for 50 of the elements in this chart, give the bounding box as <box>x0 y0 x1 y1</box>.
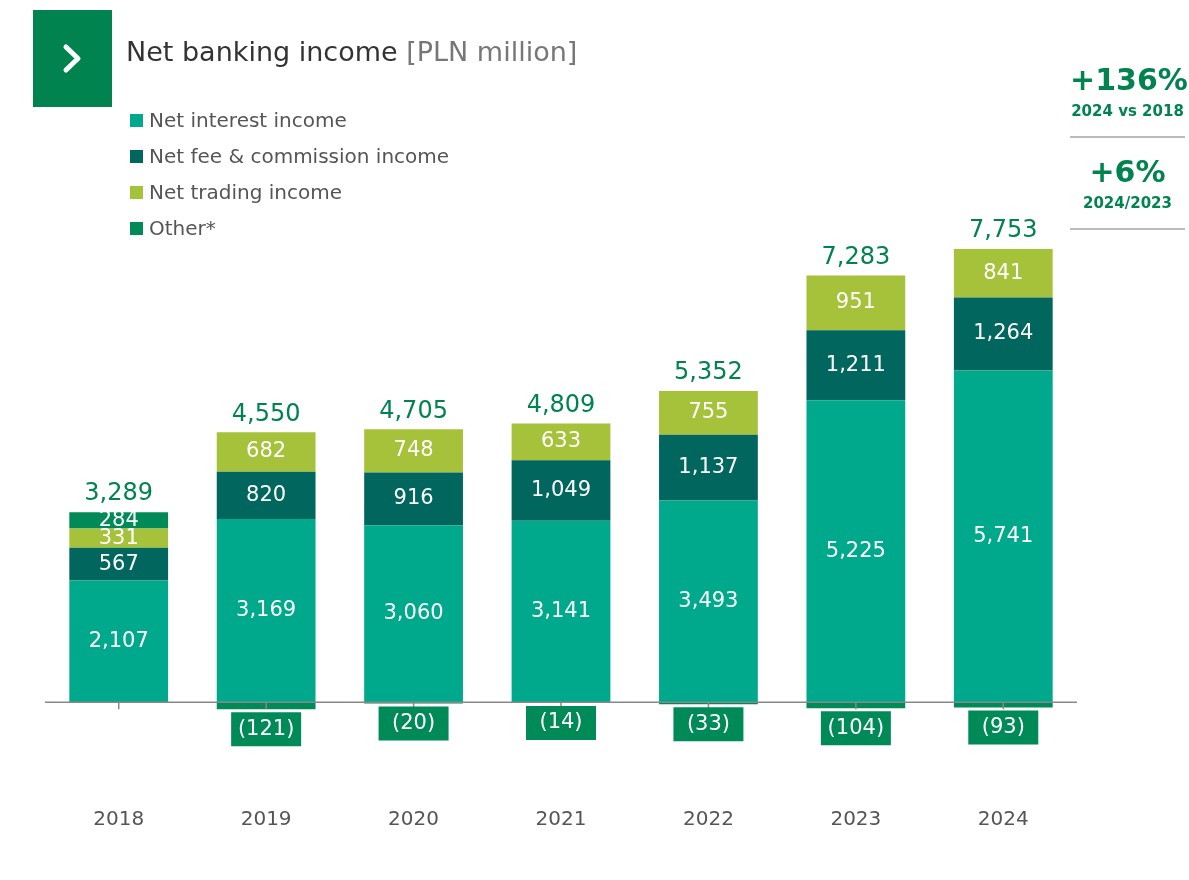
data-label: 1,049 <box>530 476 592 501</box>
chart-title: Net banking income <box>126 36 398 67</box>
x-tick-label: 2020 <box>388 806 440 831</box>
legend-label: Net fee & commission income <box>149 144 450 168</box>
data-label: 682 <box>246 438 287 463</box>
total-label: 4,809 <box>526 389 596 418</box>
data-label: (20) <box>392 709 436 734</box>
x-tick-label: 2019 <box>240 806 292 831</box>
data-label: 748 <box>393 437 434 462</box>
data-label: (33) <box>686 710 730 735</box>
legend-label: Net trading income <box>149 180 343 204</box>
total-label: 7,753 <box>968 215 1038 244</box>
data-label: 2,107 <box>88 627 149 652</box>
data-label: 3,060 <box>383 600 444 625</box>
total-label: 7,283 <box>821 241 891 270</box>
data-label: 3,493 <box>678 587 739 612</box>
text: +136% <box>1070 61 1188 99</box>
x-tick-label: 2022 <box>682 806 734 831</box>
text: 2024 vs 2018 <box>1070 100 1185 138</box>
total-label: 4,705 <box>379 395 448 424</box>
x-tick-label: 2023 <box>830 806 882 831</box>
total-label: 4,550 <box>231 398 301 427</box>
data-label: 1,264 <box>973 320 1034 345</box>
data-label: 951 <box>835 289 876 314</box>
chart-subtitle: [PLN million] <box>405 36 578 67</box>
x-tick-label: 2021 <box>535 806 587 831</box>
data-label: 567 <box>98 550 139 575</box>
legend-label: Net interest income <box>149 108 347 132</box>
legend-label: Other* <box>149 216 216 240</box>
data-label: 3,141 <box>530 597 592 622</box>
data-label: (14) <box>539 709 583 734</box>
data-label: 755 <box>688 399 729 424</box>
text: +6% <box>1088 153 1167 191</box>
data-label: (104) <box>827 714 885 739</box>
total-label: 5,352 <box>674 357 743 386</box>
data-label: 1,211 <box>825 351 886 376</box>
data-label: 633 <box>540 428 582 453</box>
data-label: 916 <box>393 485 434 510</box>
data-label: 841 <box>983 259 1024 284</box>
data-label: 820 <box>246 481 287 506</box>
total-label: 3,289 <box>84 478 154 507</box>
data-label: (121) <box>237 715 295 740</box>
data-label: 5,225 <box>825 537 886 562</box>
data-label: 3,169 <box>236 597 297 622</box>
x-tick-label: 2018 <box>93 806 145 831</box>
x-tick-label: 2024 <box>977 806 1029 831</box>
data-label: 5,741 <box>973 522 1034 547</box>
data-label: 1,137 <box>678 454 739 479</box>
text: 2024/2023 <box>1070 192 1185 230</box>
data-label: (93) <box>981 714 1025 739</box>
